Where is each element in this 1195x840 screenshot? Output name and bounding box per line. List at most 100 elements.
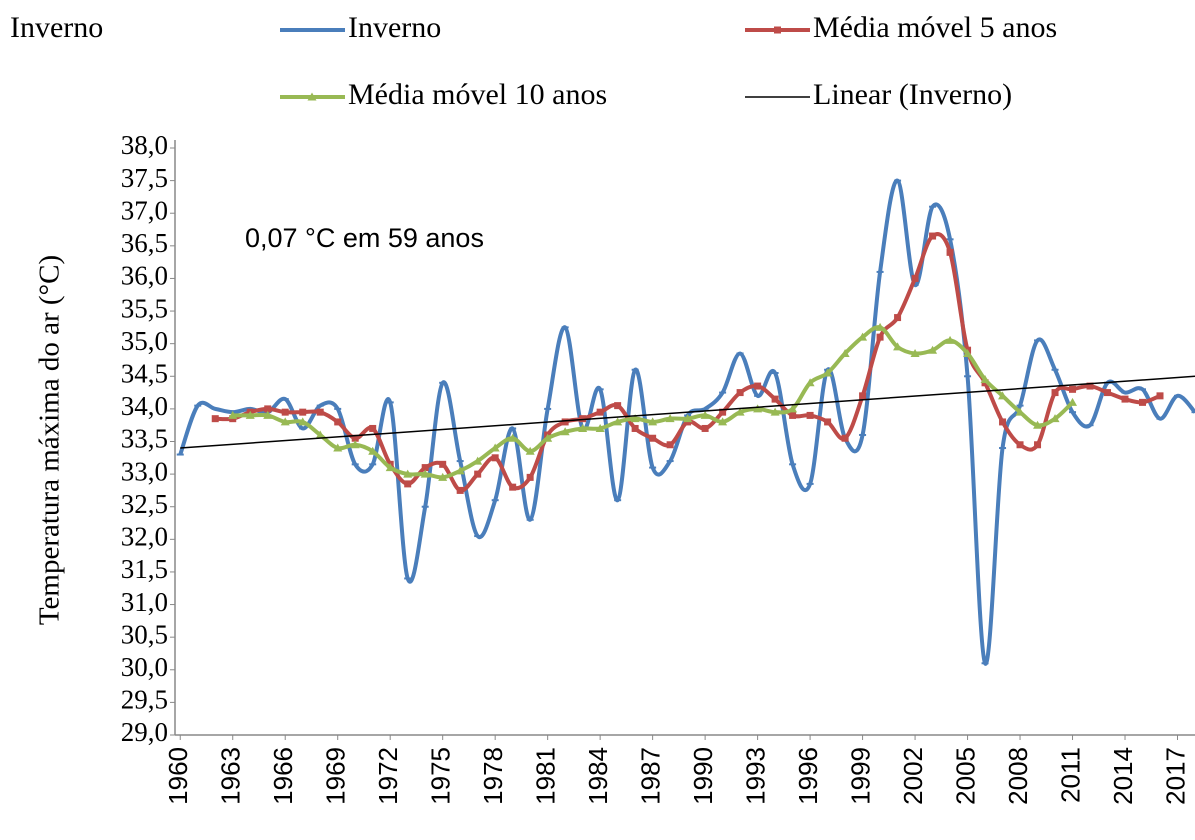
marker xyxy=(245,410,255,419)
marker xyxy=(613,417,623,426)
marker xyxy=(700,410,710,419)
marker xyxy=(420,469,430,478)
marker xyxy=(421,464,429,472)
marker xyxy=(718,417,728,426)
y-tick-label: 33,5 xyxy=(121,424,168,454)
series-line xyxy=(215,232,1161,493)
marker xyxy=(350,440,360,449)
marker xyxy=(858,332,868,341)
marker xyxy=(998,391,1008,400)
marker xyxy=(1104,389,1112,397)
marker xyxy=(1121,395,1129,403)
marker xyxy=(806,411,814,419)
y-tick-label: 37,5 xyxy=(121,163,168,193)
marker xyxy=(630,414,640,423)
x-tick-label: 2005 xyxy=(950,747,980,805)
marker xyxy=(351,434,359,442)
marker xyxy=(683,414,693,423)
x-tick-label: 1984 xyxy=(583,747,613,805)
x-tick-label: 1966 xyxy=(268,747,298,805)
marker xyxy=(490,443,500,452)
marker xyxy=(770,407,780,416)
x-tick-label: 2011 xyxy=(1055,747,1085,803)
marker xyxy=(298,417,308,426)
marker xyxy=(719,408,727,416)
y-tick-label: 30,0 xyxy=(121,652,168,682)
marker xyxy=(404,480,412,488)
marker xyxy=(596,408,604,416)
x-tick-label: 2002 xyxy=(898,747,928,805)
marker xyxy=(980,375,990,384)
marker xyxy=(526,473,534,481)
marker xyxy=(1068,397,1078,406)
marker xyxy=(280,417,290,426)
marker xyxy=(614,402,622,410)
x-tick-label: 2014 xyxy=(1108,747,1138,805)
marker xyxy=(946,248,954,256)
marker xyxy=(789,411,797,419)
marker xyxy=(281,408,289,416)
marker xyxy=(910,348,920,357)
legend-label: Média móvel 5 anos xyxy=(813,11,1057,44)
marker xyxy=(561,418,569,426)
legend-label: Média móvel 10 anos xyxy=(348,78,607,111)
marker xyxy=(560,427,570,436)
marker xyxy=(509,483,517,491)
marker xyxy=(1069,385,1077,393)
marker xyxy=(491,454,499,462)
x-tick-label: 1972 xyxy=(373,747,403,805)
y-tick-label: 29,0 xyxy=(121,717,168,747)
y-tick-label: 32,5 xyxy=(121,489,168,519)
marker xyxy=(911,274,919,282)
series-line xyxy=(180,375,1195,449)
marker xyxy=(963,348,973,357)
y-tick-label: 37,0 xyxy=(121,195,168,225)
marker xyxy=(1034,441,1042,449)
marker xyxy=(876,333,884,341)
marker xyxy=(754,382,762,390)
marker xyxy=(771,395,779,403)
y-axis-label: Temperatura máxima do ar (°C) xyxy=(34,255,66,625)
chart-title: Inverno xyxy=(10,11,103,44)
x-tick-label: 1963 xyxy=(216,747,246,805)
marker xyxy=(474,470,482,478)
x-tick-label: 1960 xyxy=(163,747,193,805)
y-tick-label: 30,5 xyxy=(121,619,168,649)
marker xyxy=(823,368,833,377)
marker xyxy=(299,408,307,416)
marker xyxy=(736,389,744,397)
marker xyxy=(455,466,465,475)
marker xyxy=(893,342,903,351)
marker xyxy=(875,322,885,331)
y-tick-label: 31,5 xyxy=(121,554,168,584)
marker xyxy=(1016,441,1024,449)
x-tick-label: 1978 xyxy=(478,747,508,805)
marker xyxy=(805,378,815,387)
plot-area xyxy=(176,178,1195,666)
marker xyxy=(929,232,937,240)
marker xyxy=(578,423,588,432)
marker xyxy=(753,404,763,413)
marker xyxy=(473,456,483,465)
x-tick-label: 1987 xyxy=(636,747,666,805)
legend-label: Inverno xyxy=(348,11,441,44)
marker xyxy=(316,408,324,416)
marker xyxy=(701,424,709,432)
marker xyxy=(648,417,658,426)
marker xyxy=(508,433,518,442)
legend-marker xyxy=(307,92,317,101)
legend-marker xyxy=(774,26,781,34)
marker xyxy=(228,410,238,419)
y-tick-label: 34,5 xyxy=(121,358,168,388)
marker xyxy=(631,424,639,432)
marker xyxy=(945,335,955,344)
marker xyxy=(315,430,325,439)
y-tick-label: 35,5 xyxy=(121,293,168,323)
marker xyxy=(859,392,867,400)
marker xyxy=(840,348,850,357)
marker xyxy=(649,434,657,442)
marker xyxy=(824,418,832,426)
marker xyxy=(595,423,605,432)
marker xyxy=(543,433,553,442)
